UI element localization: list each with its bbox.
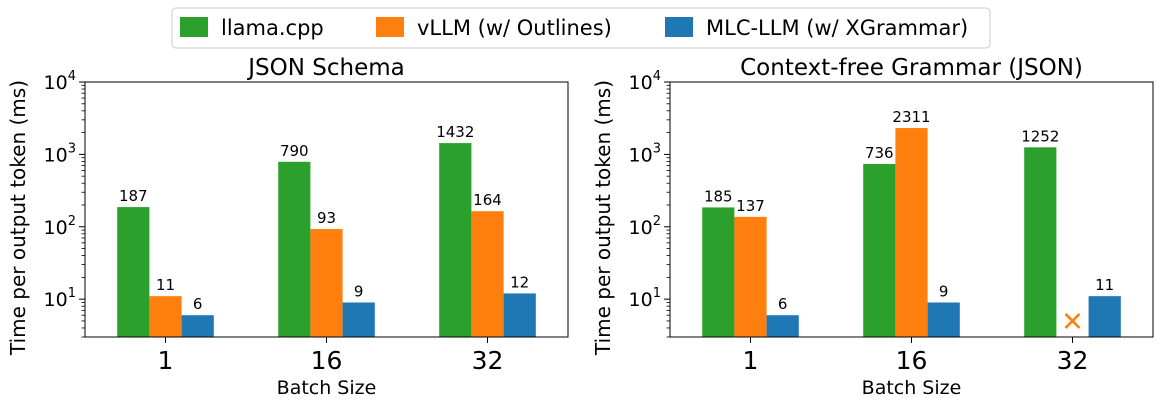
y-tick-label: 101 (44, 286, 76, 311)
legend: llama.cpp vLLM (w/ Outlines) MLC-LLM (w/ X… (171, 7, 991, 49)
chart-title: JSON Schema (246, 55, 404, 81)
data-label: 6 (778, 295, 788, 313)
bar (702, 207, 735, 337)
y-tick-label: 102 (629, 214, 661, 239)
bar (181, 315, 214, 337)
y-axis-label: Time per output token (ms) (6, 80, 30, 356)
data-label: 93 (317, 209, 336, 227)
data-label: 790 (280, 142, 309, 160)
missing-marker (1064, 313, 1081, 329)
chart-panel-2: 185 736 1252 137 2311 6 9 11 101 102 103 104 1 16 32 Co… (591, 55, 1154, 399)
bar (439, 143, 472, 337)
data-label: 6 (193, 295, 203, 313)
bar (927, 302, 960, 337)
y-tick-label: 103 (629, 141, 661, 166)
data-label: 137 (736, 197, 765, 215)
chart-title: Context-free Grammar (JSON) (740, 55, 1083, 81)
x-tick-label: 16 (311, 346, 343, 375)
bar (310, 229, 343, 337)
bar (278, 161, 311, 337)
y-tick-label: 104 (629, 69, 661, 94)
bar (734, 216, 767, 337)
legend-label: llama.cpp (221, 16, 324, 40)
x-tick-label: 16 (896, 346, 928, 375)
bar (863, 164, 896, 337)
y-tick-label: 101 (629, 286, 661, 311)
data-label: 187 (119, 187, 148, 205)
bar (503, 293, 536, 337)
y-tick-label: 104 (44, 69, 76, 94)
x-tick-label: 32 (472, 346, 504, 375)
data-label: 185 (704, 187, 733, 205)
x-axis-label: Batch Size (277, 377, 377, 399)
bar (117, 207, 150, 337)
data-label: 1252 (1021, 127, 1059, 145)
x-tick-label: 32 (1057, 346, 1089, 375)
data-label: 9 (354, 282, 364, 300)
data-label: 164 (473, 191, 502, 209)
bar (342, 302, 375, 337)
x-tick-label: 1 (743, 346, 759, 375)
y-tick-label: 103 (44, 141, 76, 166)
bar (471, 211, 504, 337)
bar (766, 315, 799, 337)
legend-swatch (376, 17, 404, 37)
legend-label: vLLM (w/ Outlines) (417, 16, 612, 40)
bar (1088, 296, 1121, 337)
legend-swatch (180, 17, 208, 37)
chart-panel-1: 187 790 1432 11 93 164 6 9 12 101 102 103 104 1 16 32 JS… (6, 55, 569, 399)
legend-swatch (665, 17, 693, 37)
data-label: 9 (939, 282, 949, 300)
y-tick-label: 102 (44, 214, 76, 239)
data-label: 2311 (892, 108, 930, 126)
data-label: 12 (510, 273, 529, 291)
legend-label: MLC-LLM (w/ XGrammar) (706, 16, 968, 40)
x-axis-label: Batch Size (862, 377, 962, 399)
data-label: 11 (1095, 276, 1114, 294)
data-label: 736 (865, 144, 894, 162)
data-label: 11 (156, 276, 175, 294)
y-axis-label: Time per output token (ms) (591, 80, 615, 356)
bar (149, 296, 182, 337)
bar (1024, 147, 1057, 337)
bar (895, 128, 928, 337)
x-tick-label: 1 (158, 346, 174, 375)
data-label: 1432 (436, 123, 474, 141)
